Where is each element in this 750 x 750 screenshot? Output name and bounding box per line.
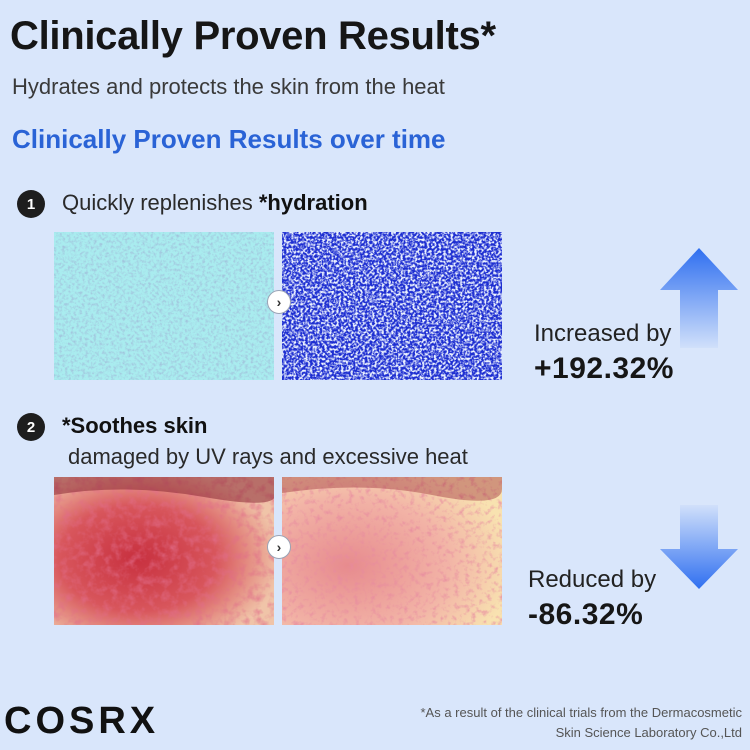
hydration-after-image: [282, 232, 502, 380]
footnote: *As a result of the clinical trials from…: [322, 703, 743, 743]
step-1-number-badge: 1: [17, 190, 45, 218]
chevron-right-icon: ›: [267, 290, 291, 314]
section-heading: Clinically Proven Results over time: [12, 124, 446, 154]
page-title: Clinically Proven Results*: [10, 14, 496, 58]
footnote-line-2: Skin Science Laboratory Co.,Ltd: [555, 725, 742, 740]
arrow-down-icon: [660, 505, 738, 589]
decrease-label: Reduced by: [528, 566, 657, 593]
step-2-description: damaged by UV rays and excessive heat: [68, 444, 468, 469]
chevron-right-icon: ›: [267, 535, 291, 559]
step-2-text-bold: *Soothes skin: [62, 413, 208, 438]
footnote-line-1: *As a result of the clinical trials from…: [420, 705, 743, 720]
soothing-after-image: [282, 477, 502, 625]
brand-logo: COSRX: [4, 700, 160, 742]
step-2-number-badge: 2: [17, 413, 45, 441]
step-2-title: *Soothes skin: [62, 413, 207, 439]
arrow-up-icon: [660, 248, 738, 348]
hydration-before-image: [54, 232, 274, 380]
decrease-value: -86.32%: [528, 598, 644, 631]
increase-label: Increased by: [534, 320, 672, 347]
page-subtitle: Hydrates and protects the skin from the …: [12, 74, 445, 99]
increase-value: +192.32%: [534, 352, 674, 385]
step-1-text-plain: Quickly replenishes: [62, 190, 259, 215]
soothing-before-image: [54, 477, 274, 625]
step-1-description: Quickly replenishes *hydration: [62, 190, 368, 216]
step-1-text-bold: *hydration: [258, 190, 368, 215]
